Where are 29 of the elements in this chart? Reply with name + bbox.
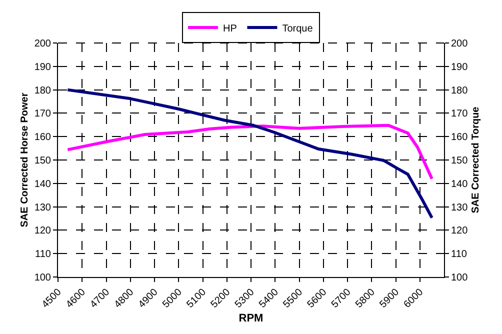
y2-tick-label: 190 — [451, 62, 468, 73]
y-tick-label: 150 — [34, 156, 52, 166]
y-tick-label: 170 — [34, 108, 52, 120]
y2-axis-title: SAE Corrected Torque — [470, 106, 482, 214]
y2-tick-label: 130 — [451, 202, 468, 214]
y-tick-label: 110 — [35, 249, 52, 260]
y-tick-label: 120 — [34, 226, 52, 237]
y-tick-label: 190 — [34, 62, 52, 73]
legend-label: Torque — [282, 23, 314, 34]
x-axis-title: RPM — [238, 312, 264, 325]
y-tick-label: 200 — [34, 38, 52, 50]
y2-tick-label: 110 — [451, 249, 468, 260]
line-series — [66, 88, 434, 220]
y-tick-label: 140 — [34, 178, 52, 190]
y2-tick-label: 120 — [451, 226, 468, 237]
y2-tick-label: 100 — [451, 272, 468, 284]
y2-tick-label: 170 — [451, 108, 468, 120]
y-tick-label: 130 — [34, 202, 52, 214]
y2-tick-label: 200 — [451, 38, 468, 50]
y-axis-title: SAE Corrected Horse Power — [19, 92, 30, 228]
y2-tick-label: 180 — [451, 85, 468, 96]
y2-tick-label: 150 — [451, 156, 468, 166]
y-tick-label: 160 — [34, 132, 52, 144]
y2-tick-label: 160 — [451, 132, 468, 144]
y-tick-label: 180 — [34, 85, 52, 96]
line-series — [66, 124, 434, 180]
y2-tick-label: 140 — [451, 178, 468, 190]
legend-label: HP — [223, 23, 238, 34]
y-tick-label: 100 — [34, 272, 52, 284]
